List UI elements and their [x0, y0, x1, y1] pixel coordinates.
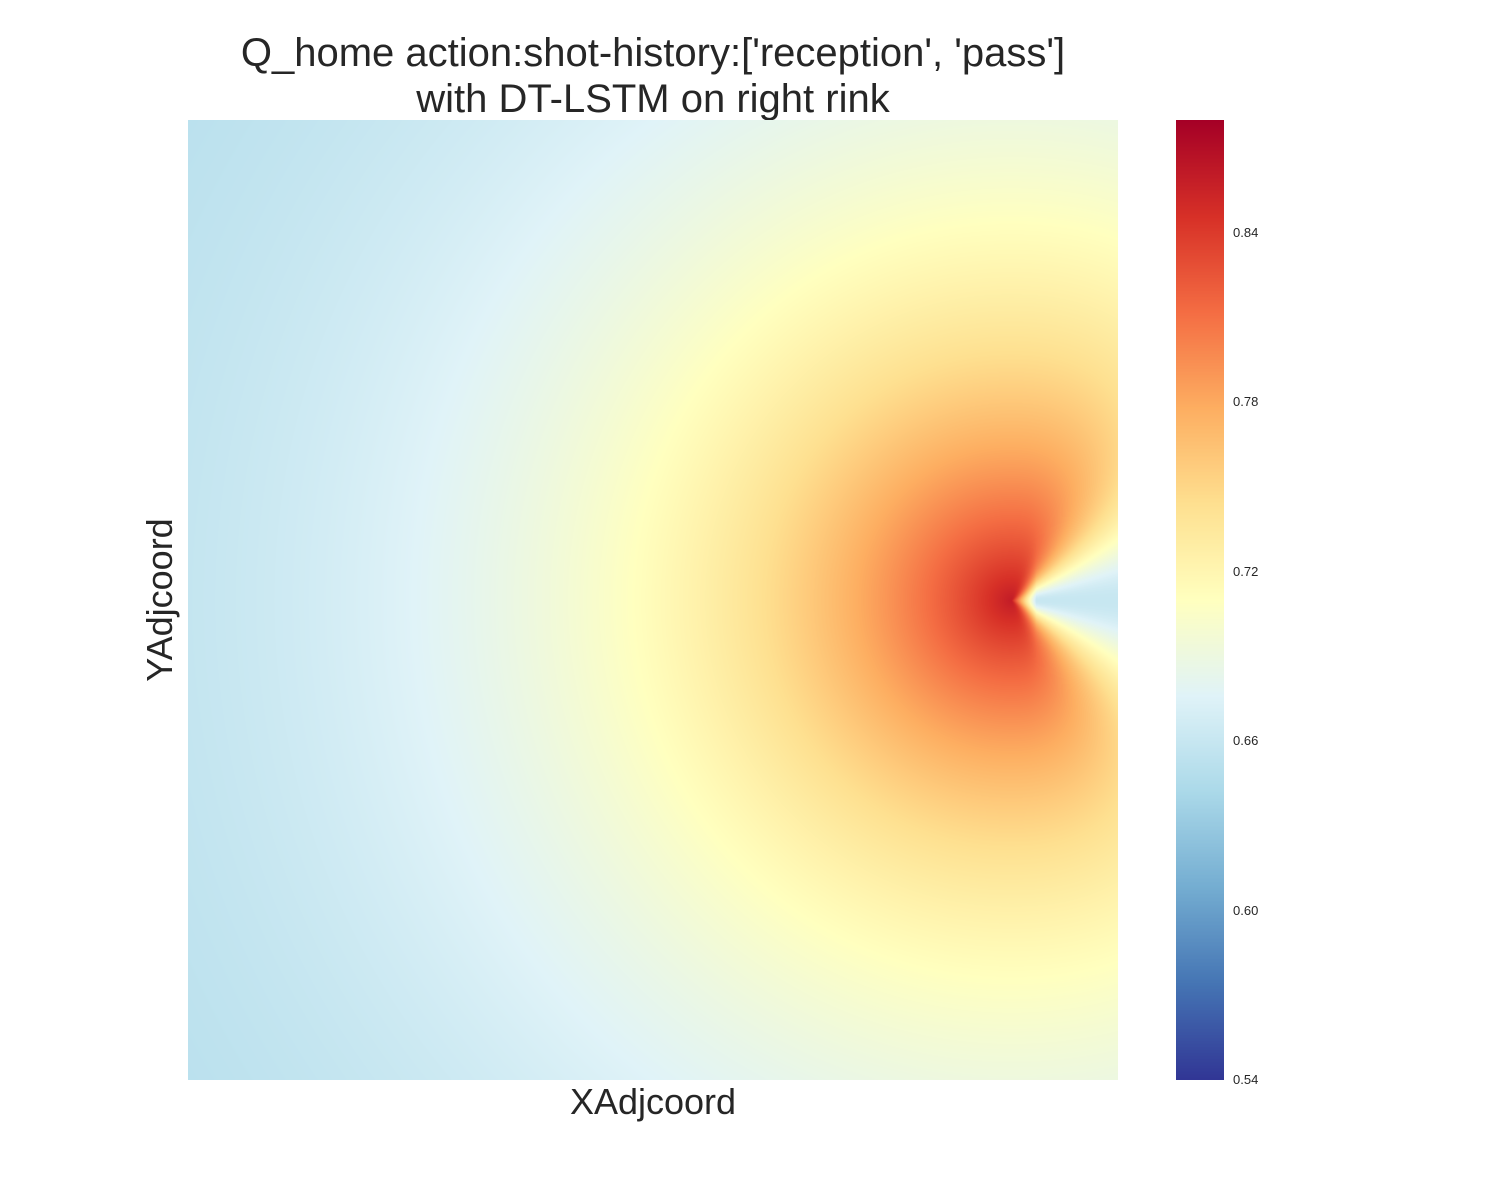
- colorbar-tick-label: 0.72: [1233, 563, 1259, 579]
- colorbar: [1176, 120, 1224, 1080]
- chart-title-line-2: with DT-LSTM on right rink: [416, 77, 890, 121]
- colorbar-tick-label: 0.78: [1233, 394, 1259, 410]
- heatmap-plot: [188, 120, 1118, 1080]
- x-axis-label: XAdjcoord: [569, 1081, 737, 1122]
- colorbar-tick-label: 0.54: [1233, 1072, 1259, 1087]
- chart-title-line-1: Q_home action:shot-history:['reception',…: [240, 31, 1066, 75]
- y-axis-label: YAdjcoord: [139, 518, 180, 682]
- colorbar-tick-label: 0.60: [1233, 902, 1259, 918]
- colorbar-tick-label: 0.66: [1233, 733, 1259, 749]
- colorbar-tick-label: 0.84: [1233, 224, 1259, 240]
